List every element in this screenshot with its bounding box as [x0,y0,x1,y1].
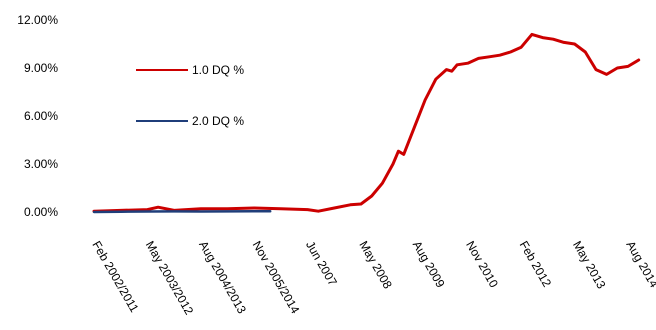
y-tick-label: 9.00% [24,61,58,75]
y-axis: 0.00% 3.00% 6.00% 9.00% 12.00% [17,13,58,219]
x-tick-label: Aug 2004/2013 [196,239,249,317]
legend: 1.0 DQ % 2.0 DQ % [136,63,244,128]
x-tick-label: Nov 2010 [463,239,501,291]
y-tick-label: 3.00% [24,157,58,171]
x-axis: Feb 2002/2011 May 2003/2012 Aug 2004/2013 N… [89,239,656,318]
y-tick-label: 6.00% [24,109,58,123]
series-line-1 [92,32,641,213]
x-tick-label: Aug 2014 [623,239,656,291]
x-tick-label: Nov 2005/2014 [250,239,303,317]
x-tick-label: Aug 2009 [410,239,448,291]
series-layer [92,32,641,214]
legend-label-2: 2.0 DQ % [192,114,244,128]
x-tick-label: May 2008 [356,239,395,292]
x-tick-label: May 2003/2012 [143,239,197,318]
y-tick-label: 12.00% [17,13,58,27]
x-tick-label: Feb 2002/2011 [89,239,141,315]
legend-label-1: 1.0 DQ % [192,63,244,77]
y-tick-label: 0.00% [24,205,58,219]
series-line-2 [92,209,272,214]
x-tick-label: Feb 2012 [517,239,555,290]
x-tick-label: May 2013 [570,239,609,292]
x-tick-label: Jun 2007 [303,239,340,289]
